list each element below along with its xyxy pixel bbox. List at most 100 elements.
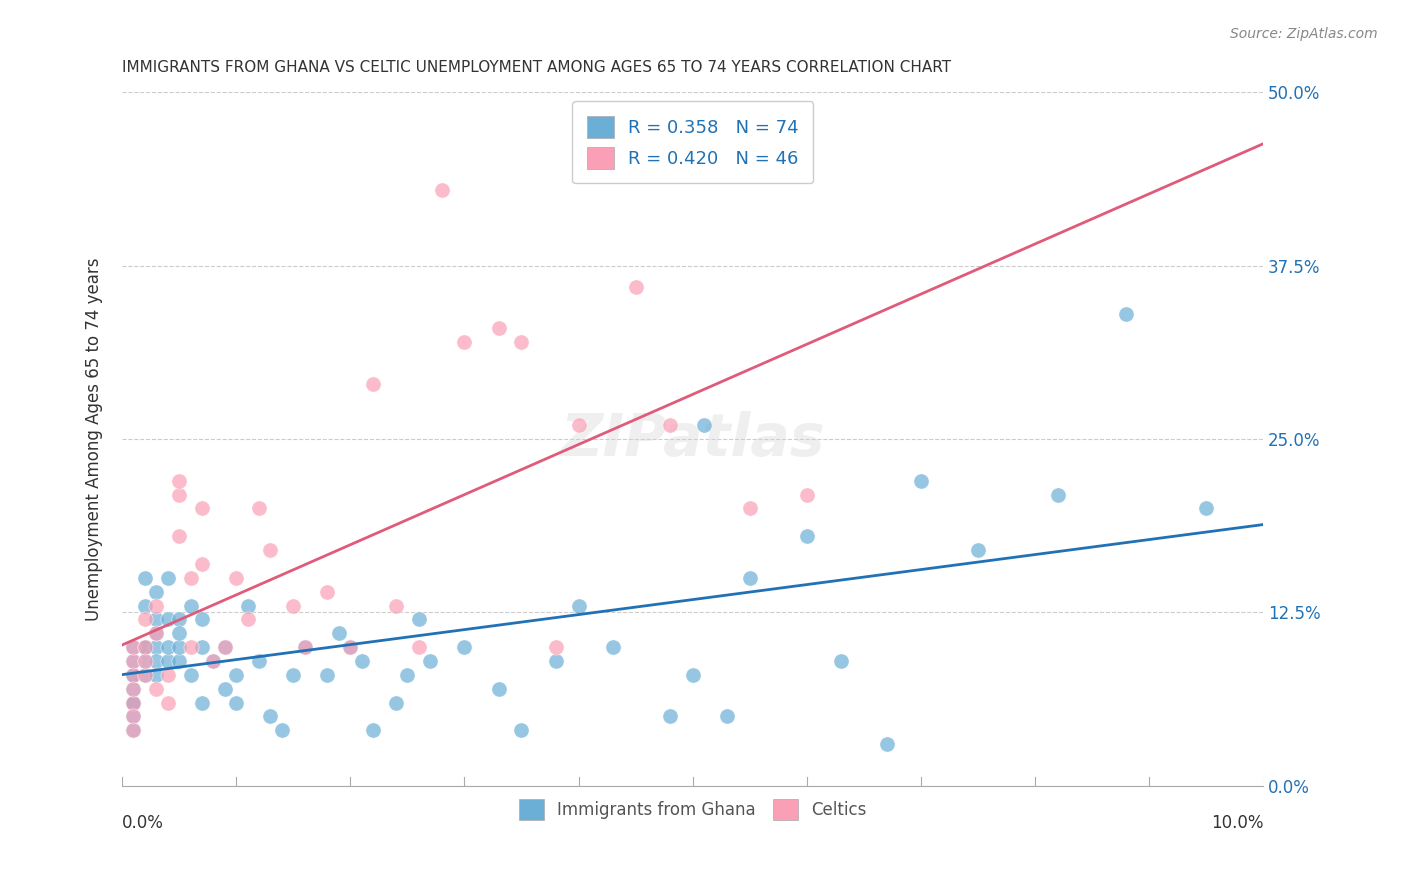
Point: [910, 474, 932, 488]
Point: [122, 668, 145, 682]
Point: [180, 668, 202, 682]
Point: [361, 376, 384, 391]
Point: [453, 334, 475, 349]
Point: [624, 279, 647, 293]
Point: [156, 696, 179, 710]
Point: [180, 640, 202, 654]
Point: [145, 612, 167, 626]
Point: [1115, 307, 1137, 321]
Point: [167, 487, 190, 501]
Point: [567, 418, 589, 433]
Point: [408, 612, 430, 626]
Point: [134, 640, 156, 654]
Point: [510, 723, 533, 738]
Point: [145, 640, 167, 654]
Text: 10.0%: 10.0%: [1211, 814, 1263, 831]
Text: ZIPatlas: ZIPatlas: [561, 410, 825, 467]
Point: [396, 668, 419, 682]
Point: [167, 640, 190, 654]
Point: [567, 599, 589, 613]
Point: [122, 709, 145, 723]
Point: [122, 640, 145, 654]
Point: [167, 474, 190, 488]
Point: [544, 640, 567, 654]
Point: [488, 681, 510, 696]
Text: Source: ZipAtlas.com: Source: ZipAtlas.com: [1230, 27, 1378, 41]
Point: [544, 654, 567, 668]
Point: [270, 723, 292, 738]
Point: [796, 529, 818, 543]
Point: [385, 599, 408, 613]
Point: [294, 640, 316, 654]
Point: [408, 640, 430, 654]
Point: [145, 626, 167, 640]
Point: [316, 668, 339, 682]
Point: [145, 599, 167, 613]
Point: [122, 723, 145, 738]
Y-axis label: Unemployment Among Ages 65 to 74 years: Unemployment Among Ages 65 to 74 years: [86, 258, 103, 621]
Point: [202, 654, 225, 668]
Point: [122, 640, 145, 654]
Point: [225, 668, 247, 682]
Point: [156, 654, 179, 668]
Point: [510, 334, 533, 349]
Point: [167, 654, 190, 668]
Point: [361, 723, 384, 738]
Point: [134, 612, 156, 626]
Point: [214, 681, 236, 696]
Point: [738, 501, 761, 516]
Point: [202, 654, 225, 668]
Point: [191, 612, 214, 626]
Point: [167, 529, 190, 543]
Point: [134, 668, 156, 682]
Text: 0.0%: 0.0%: [122, 814, 165, 831]
Point: [134, 654, 156, 668]
Point: [145, 681, 167, 696]
Point: [156, 612, 179, 626]
Point: [156, 571, 179, 585]
Point: [796, 487, 818, 501]
Point: [134, 640, 156, 654]
Point: [488, 321, 510, 335]
Point: [738, 571, 761, 585]
Point: [134, 571, 156, 585]
Point: [134, 599, 156, 613]
Point: [693, 418, 716, 433]
Point: [876, 737, 898, 751]
Point: [830, 654, 852, 668]
Point: [682, 668, 704, 682]
Point: [225, 571, 247, 585]
Point: [122, 654, 145, 668]
Point: [145, 584, 167, 599]
Point: [122, 654, 145, 668]
Point: [122, 681, 145, 696]
Point: [339, 640, 361, 654]
Point: [180, 571, 202, 585]
Point: [247, 654, 270, 668]
Point: [385, 696, 408, 710]
Point: [167, 626, 190, 640]
Point: [236, 612, 259, 626]
Point: [716, 709, 738, 723]
Point: [294, 640, 316, 654]
Point: [167, 612, 190, 626]
Point: [214, 640, 236, 654]
Point: [1046, 487, 1069, 501]
Point: [122, 681, 145, 696]
Point: [328, 626, 350, 640]
Point: [134, 640, 156, 654]
Text: IMMIGRANTS FROM GHANA VS CELTIC UNEMPLOYMENT AMONG AGES 65 TO 74 YEARS CORRELATI: IMMIGRANTS FROM GHANA VS CELTIC UNEMPLOY…: [122, 60, 952, 75]
Point: [191, 640, 214, 654]
Point: [259, 543, 281, 558]
Point: [339, 640, 361, 654]
Point: [247, 501, 270, 516]
Point: [236, 599, 259, 613]
Point: [122, 696, 145, 710]
Point: [283, 668, 305, 682]
Point: [156, 668, 179, 682]
Point: [214, 640, 236, 654]
Point: [145, 626, 167, 640]
Point: [122, 696, 145, 710]
Point: [145, 668, 167, 682]
Point: [658, 709, 681, 723]
